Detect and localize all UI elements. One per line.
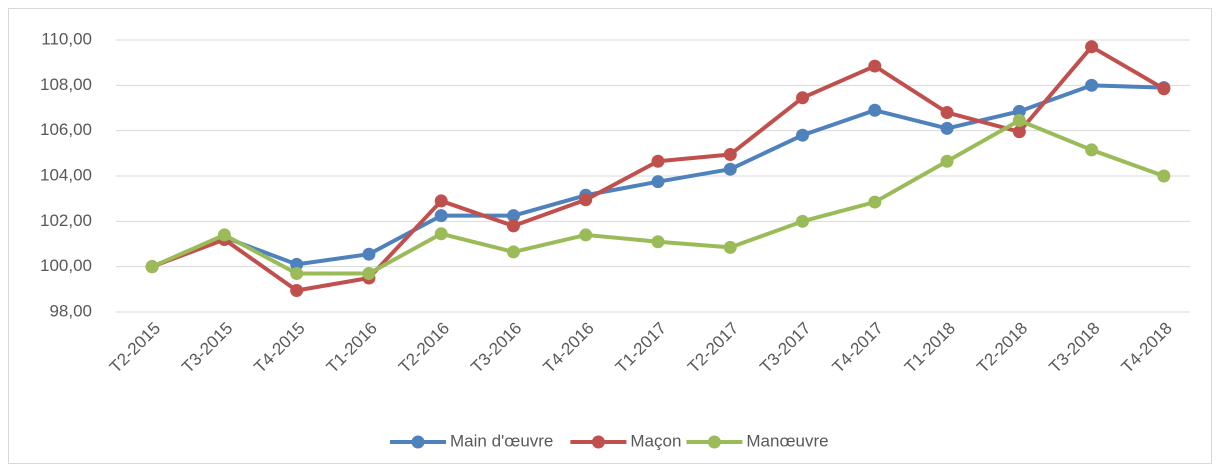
marker xyxy=(1012,113,1026,127)
marker xyxy=(434,194,448,208)
y-tick-label: 98,00 xyxy=(49,301,92,320)
marker xyxy=(796,214,810,228)
marker xyxy=(1012,125,1026,139)
y-tick-label: 102,00 xyxy=(40,211,92,230)
marker xyxy=(796,128,810,142)
y-tick-label: 110,00 xyxy=(41,29,92,48)
marker xyxy=(940,154,954,168)
marker xyxy=(651,175,665,189)
marker xyxy=(506,209,520,223)
legend-marker xyxy=(707,435,721,449)
marker xyxy=(723,147,737,161)
marker xyxy=(579,228,593,242)
marker xyxy=(868,195,882,209)
legend-marker xyxy=(591,435,605,449)
marker xyxy=(434,227,448,241)
marker xyxy=(1085,143,1099,157)
marker xyxy=(579,193,593,207)
marker xyxy=(290,283,304,297)
marker xyxy=(1085,78,1099,92)
marker xyxy=(362,247,376,261)
y-tick-label: 106,00 xyxy=(40,120,92,139)
y-tick-label: 108,00 xyxy=(40,75,92,94)
y-tick-label: 100,00 xyxy=(40,256,92,275)
marker xyxy=(1157,169,1171,183)
y-tick-label: 104,00 xyxy=(40,165,92,184)
marker xyxy=(651,235,665,249)
marker xyxy=(940,121,954,135)
legend-label: Maçon xyxy=(630,431,681,450)
marker xyxy=(290,266,304,280)
marker xyxy=(868,59,882,73)
marker xyxy=(1085,40,1099,54)
marker xyxy=(940,106,954,120)
marker xyxy=(217,228,231,242)
marker xyxy=(651,154,665,168)
legend-label: Main d'œuvre xyxy=(450,431,553,450)
marker xyxy=(145,260,159,274)
legend-marker xyxy=(411,435,425,449)
marker xyxy=(1157,82,1171,96)
marker xyxy=(506,245,520,259)
marker xyxy=(868,103,882,117)
marker xyxy=(796,91,810,105)
marker xyxy=(506,219,520,233)
marker xyxy=(362,266,376,280)
legend-label: Manœuvre xyxy=(746,431,828,450)
marker xyxy=(723,240,737,254)
marker xyxy=(434,209,448,223)
marker xyxy=(1012,104,1026,118)
marker xyxy=(723,162,737,176)
marker xyxy=(290,257,304,271)
